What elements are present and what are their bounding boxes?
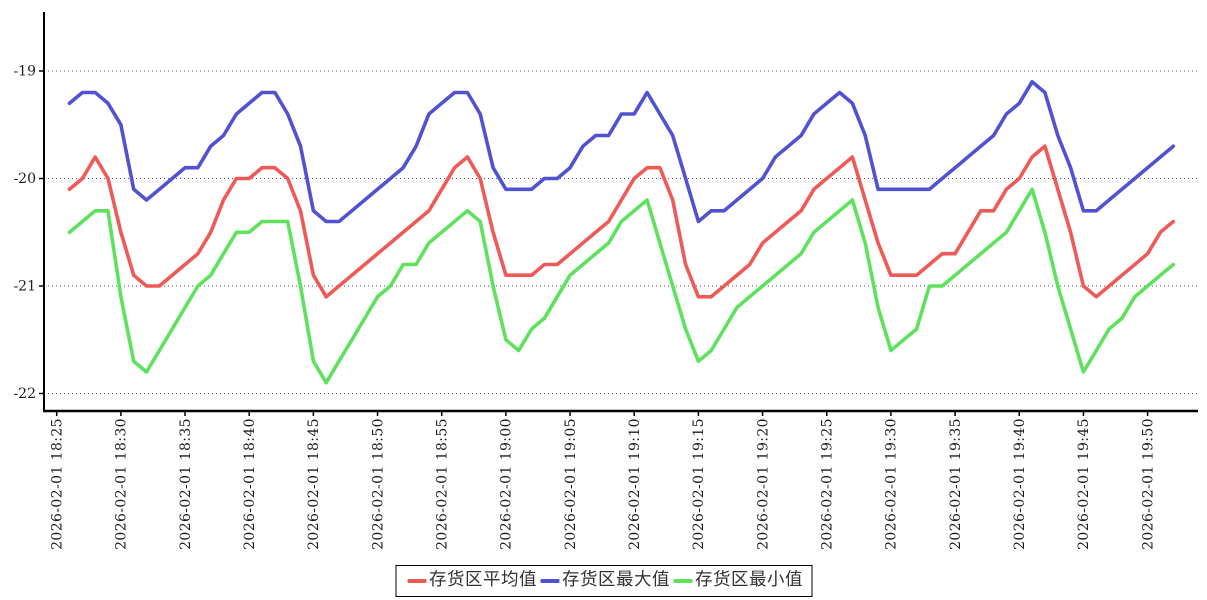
legend-item-average[interactable]: 存货区平均值 (404, 568, 537, 593)
legend-label-max: 存货区最大值 (562, 570, 670, 590)
series-line-min (67, 187, 1176, 385)
x-axis-tick-label: 2026-02-01 18:45 (306, 418, 322, 550)
legend-dash-max-icon (540, 579, 559, 584)
x-axis-tick-label: 2026-02-01 18:40 (242, 418, 258, 550)
x-axis-tick-label: 2026-02-01 19:40 (1012, 418, 1028, 550)
x-axis-tick-label: 2026-02-01 19:10 (627, 418, 643, 550)
y-axis-tick-label: -22 (13, 386, 36, 402)
x-axis-tick-label: 2026-02-01 19:25 (820, 418, 836, 550)
legend-dash-average-icon (407, 579, 426, 584)
x-axis-tick-label: 2026-02-01 19:50 (1140, 418, 1156, 550)
legend-label-min: 存货区最小值 (695, 570, 803, 590)
x-axis-tick-label: 2026-02-01 19:30 (884, 418, 900, 550)
x-axis-tick-label: 2026-02-01 18:35 (178, 418, 194, 550)
legend-item-min[interactable]: 存货区最小值 (670, 568, 803, 593)
x-axis-tick-label: 2026-02-01 18:30 (114, 418, 130, 550)
legend-dash-min-icon (673, 579, 692, 584)
series-line-average (67, 144, 1176, 299)
y-axis-tick-label: -19 (13, 64, 36, 80)
x-axis-tick-label: 2026-02-01 19:05 (563, 418, 579, 550)
legend: 存货区平均值 存货区最大值 存货区最小值 (395, 565, 812, 597)
x-axis-tick-label: 2026-02-01 19:35 (948, 418, 964, 550)
x-axis-tick-label: 2026-02-01 19:20 (755, 418, 771, 550)
series-line-max (67, 80, 1176, 224)
x-axis-tick-label: 2026-02-01 18:55 (435, 418, 451, 550)
x-axis-tick-label: 2026-02-01 19:00 (499, 418, 515, 550)
x-axis-tick-label: 2026-02-01 18:25 (50, 418, 66, 550)
y-axis-tick-label: -21 (13, 279, 36, 295)
x-axis-tick-label: 2026-02-01 18:50 (370, 418, 386, 550)
y-axis-tick-label: -20 (13, 171, 36, 187)
x-axis-tick-label: 2026-02-01 19:45 (1076, 418, 1092, 550)
legend-item-max[interactable]: 存货区最大值 (537, 568, 670, 593)
x-axis-tick-label: 2026-02-01 19:15 (691, 418, 707, 550)
legend-label-average: 存货区平均值 (429, 570, 537, 590)
